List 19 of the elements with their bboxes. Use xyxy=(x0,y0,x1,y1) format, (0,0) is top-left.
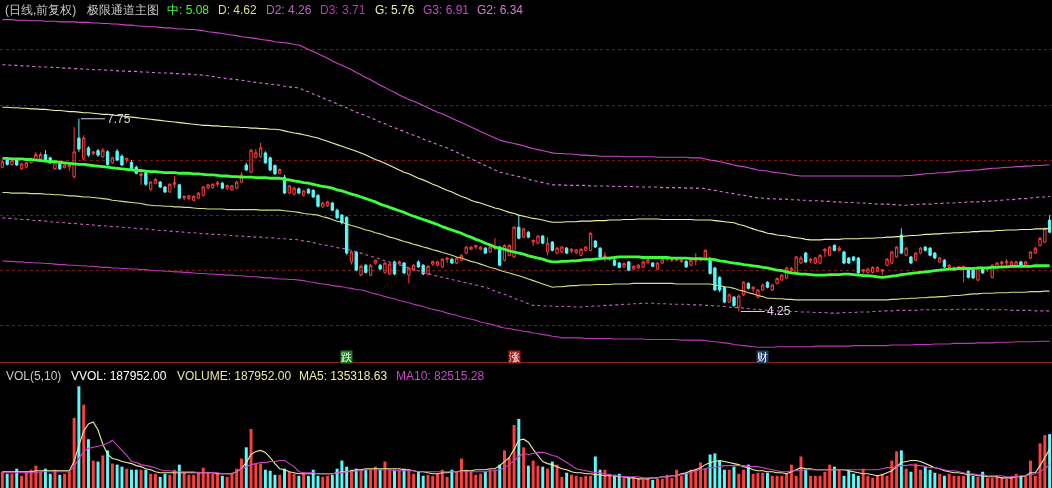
text: G3: 6.91 xyxy=(423,3,470,17)
chart-title: (日线,前复权) xyxy=(5,3,77,17)
x-tick-label: 涨 xyxy=(509,351,520,363)
annotation: 7.75 xyxy=(107,112,131,126)
text: MA10: 82515.28 xyxy=(396,369,485,383)
text: G2: 6.34 xyxy=(477,3,524,17)
text: MA5: 135318.63 xyxy=(299,369,388,383)
text: VOLUME: 187952.00 xyxy=(177,369,292,383)
x-tick-label: 财 xyxy=(757,351,768,363)
text: VVOL: 187952.00 xyxy=(71,369,167,383)
annotation: 4.25 xyxy=(767,304,791,318)
text: G: 5.76 xyxy=(375,3,415,17)
chart-subtitle: 极限通道主图 xyxy=(86,3,159,17)
x-tick-label: 跌 xyxy=(341,351,352,363)
text: D2: 4.26 xyxy=(266,3,312,17)
text: 中: 5.08 xyxy=(167,3,210,17)
chart-title: VOL(5,10) xyxy=(6,369,62,383)
text: D3: 3.71 xyxy=(320,3,366,17)
text: D: 4.62 xyxy=(218,3,258,17)
